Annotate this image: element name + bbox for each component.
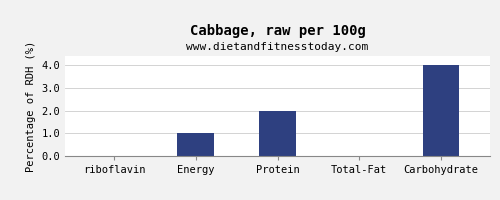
Text: Cabbage, raw per 100g: Cabbage, raw per 100g (190, 24, 366, 38)
Text: www.dietandfitnesstoday.com: www.dietandfitnesstoday.com (186, 42, 368, 52)
Bar (259, 111, 296, 156)
Y-axis label: Percentage of RDH (%): Percentage of RDH (%) (26, 40, 36, 172)
Bar (422, 65, 460, 156)
Bar (178, 133, 214, 156)
